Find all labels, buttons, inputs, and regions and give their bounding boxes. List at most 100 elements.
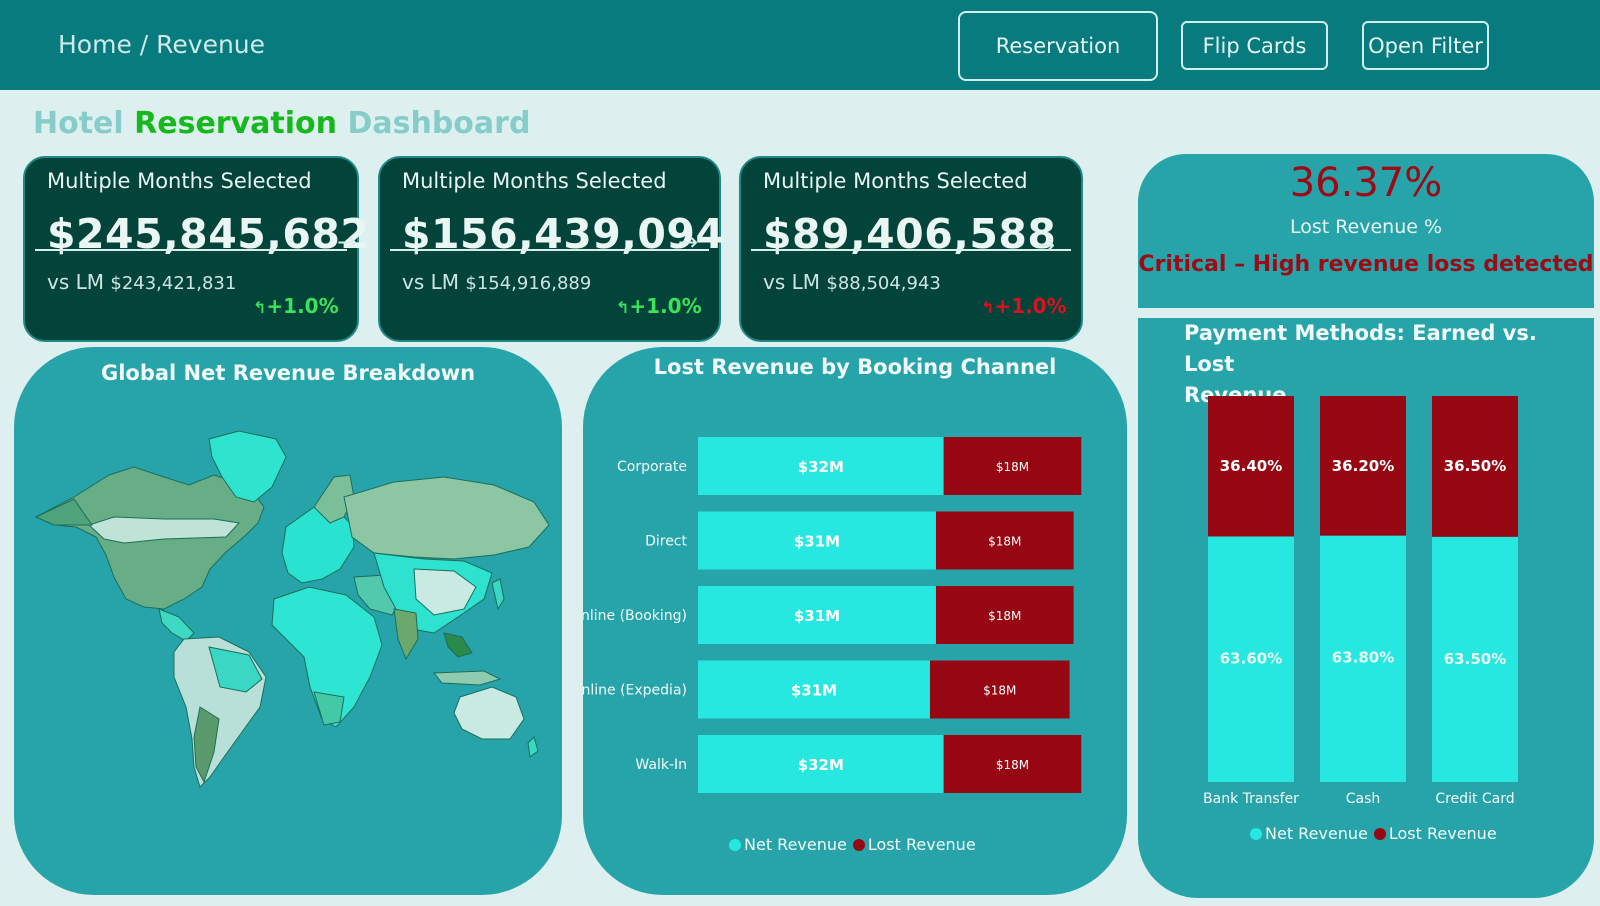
lost-revenue-dot-icon <box>852 838 865 851</box>
vs-lm-value: $154,916,889 <box>465 273 592 294</box>
map-region-africa-south <box>313 691 345 726</box>
net-revenue-bar <box>698 511 936 570</box>
kpi-subtitle: Multiple Months Selected <box>763 169 1028 193</box>
category-label: Direct <box>645 534 687 550</box>
page-title: Hotel Reservation Dashboard <box>33 106 530 141</box>
kpi-card-total-revenue[interactable]: Multiple Months Selected $245,845,682 → … <box>23 156 369 342</box>
vs-lm-value: $88,504,943 <box>826 273 941 294</box>
lost-revenue-data-label: $18M <box>996 460 1029 474</box>
map-region-argentina <box>193 706 220 784</box>
map-region-alaska <box>34 498 93 526</box>
category-label: Walk-In <box>635 757 687 773</box>
payment-methods-legend: Net Revenue Lost Revenue <box>1250 824 1503 843</box>
arrow-right-icon: → <box>678 228 699 256</box>
lost-revenue-data-label: $18M <box>988 535 1021 549</box>
lost-revenue-data-label: 36.50% <box>1444 457 1506 475</box>
net-revenue-data-label: $31M <box>794 607 840 625</box>
lost-revenue-bar <box>929 660 1070 719</box>
net-revenue-data-label: $31M <box>794 533 840 551</box>
legend-net-revenue[interactable]: Net Revenue <box>729 835 847 854</box>
lost-revenue-bar <box>935 586 1074 644</box>
lost-revenue-bar <box>1432 396 1518 537</box>
map-panel: Global Net Revenue Breakdown <box>14 347 562 895</box>
payment-methods-chart[interactable]: 36.40% 63.60% Bank Transfer 36.20% 63.80% Cas… <box>1138 396 1594 826</box>
booking-channel-legend: Net Revenue Lost Revenue <box>729 835 982 854</box>
top-bar: Home / Revenue Reservation Flip Cards Op… <box>0 0 1600 90</box>
vs-lm-label: vs LM <box>47 270 105 294</box>
map-region-russia <box>343 476 550 560</box>
breadcrumb[interactable]: Home / Revenue <box>58 30 266 59</box>
map-title: Global Net Revenue Breakdown <box>100 361 476 385</box>
map-region-japan <box>491 578 505 611</box>
booking-channel-chart[interactable]: Corporate $32M $18M Direct $31M $18M Online (B… <box>583 411 1127 881</box>
legend-lost-revenue[interactable]: Lost Revenue <box>1373 824 1497 843</box>
kpi-divider <box>35 249 347 251</box>
lost-revenue-bar <box>1208 396 1294 537</box>
booking-channel-panel: Lost Revenue by Booking Channel Corporat… <box>583 347 1127 895</box>
world-map[interactable] <box>14 347 562 895</box>
category-label: Credit Card <box>1435 791 1514 807</box>
map-region-africa <box>271 586 383 728</box>
kpi-change: ↰+1.0% <box>253 294 339 318</box>
net-revenue-bar <box>698 586 936 644</box>
category-label: Online (Booking) <box>583 608 687 624</box>
net-revenue-dot-icon <box>729 838 741 851</box>
kpi-change-value: +1.0% <box>629 294 702 318</box>
lost-revenue-bar <box>943 735 1082 793</box>
map-region-canada <box>88 516 241 544</box>
kpi-subtitle: Multiple Months Selected <box>402 169 667 193</box>
arrow-right-icon: → <box>1035 231 1056 259</box>
net-revenue-data-label: $32M <box>798 756 844 774</box>
trend-up-icon: ↰ <box>981 298 995 317</box>
map-region-china <box>413 568 477 616</box>
kpi-card-net-revenue[interactable]: Multiple Months Selected $156,439,094 → … <box>378 156 724 342</box>
legend-lost-label: Lost Revenue <box>1388 824 1497 843</box>
lost-revenue-card[interactable]: 36.37% Lost Revenue % Critical – High re… <box>1138 154 1594 308</box>
kpi-vs-last-month: vs LM $243,421,831 <box>47 270 236 294</box>
map-region-greenland <box>208 430 287 503</box>
kpi-card-lost-revenue[interactable]: Multiple Months Selected $89,406,588 → v… <box>739 156 1083 342</box>
lost-revenue-dot-icon <box>1373 827 1386 840</box>
flip-cards-button[interactable]: Flip Cards <box>1181 21 1328 70</box>
trend-up-icon: ↰ <box>253 298 267 317</box>
net-revenue-data-label: $31M <box>791 682 837 700</box>
legend-net-revenue[interactable]: Net Revenue <box>1250 824 1368 843</box>
net-revenue-bar <box>698 735 944 793</box>
lost-revenue-alert: Critical – High revenue loss detected <box>1138 252 1594 277</box>
open-filter-button[interactable]: Open Filter <box>1362 21 1489 70</box>
booking-channel-title: Lost Revenue by Booking Channel <box>653 355 1057 379</box>
map-region-brazil <box>208 646 263 693</box>
kpi-vs-last-month: vs LM $154,916,889 <box>402 270 591 294</box>
category-label: Online (Expedia) <box>583 683 687 699</box>
lost-revenue-bar <box>935 511 1074 570</box>
lost-revenue-data-label: 36.20% <box>1332 457 1394 475</box>
lost-revenue-percent: 36.37% <box>1289 160 1443 206</box>
arrow-right-icon: → <box>337 228 358 256</box>
net-revenue-bar <box>1208 536 1294 782</box>
legend-net-label: Net Revenue <box>1265 824 1368 843</box>
kpi-divider <box>390 249 709 251</box>
kpi-change: ↰+1.0% <box>616 294 702 318</box>
legend-lost-revenue[interactable]: Lost Revenue <box>852 835 976 854</box>
net-revenue-dot-icon <box>1250 827 1262 840</box>
map-region-india <box>393 608 419 661</box>
reservation-button[interactable]: Reservation <box>958 11 1158 81</box>
kpi-change-value: +1.0% <box>994 294 1067 318</box>
legend-lost-label: Lost Revenue <box>867 835 976 854</box>
category-label: Bank Transfer <box>1203 791 1299 807</box>
lost-revenue-label: Lost Revenue % <box>1289 216 1443 238</box>
map-region-southeast-asia <box>443 632 473 658</box>
net-revenue-data-label: 63.50% <box>1444 650 1506 668</box>
net-revenue-bar <box>1432 536 1518 782</box>
map-region-central-america <box>158 608 195 642</box>
lost-revenue-data-label: 36.40% <box>1220 457 1282 475</box>
net-revenue-data-label: 63.60% <box>1220 650 1282 668</box>
kpi-vs-last-month: vs LM $88,504,943 <box>763 270 941 294</box>
kpi-change-value: +1.0% <box>266 294 339 318</box>
kpi-subtitle: Multiple Months Selected <box>47 169 312 193</box>
vs-lm-label: vs LM <box>402 270 460 294</box>
net-revenue-bar <box>1320 535 1406 782</box>
title-part-dashboard: Dashboard <box>347 106 531 141</box>
net-revenue-bar <box>698 660 930 719</box>
vs-lm-label: vs LM <box>763 270 821 294</box>
